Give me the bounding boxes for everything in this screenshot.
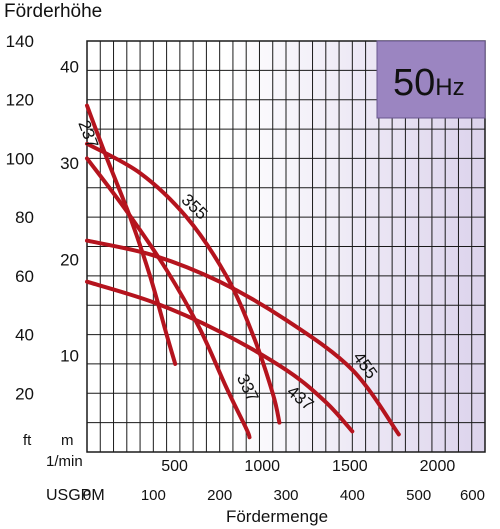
y-tick-m: 40 bbox=[60, 58, 79, 77]
x-unit-usgpm-label: USGPM bbox=[46, 487, 105, 504]
y-tick-m: 30 bbox=[60, 154, 79, 173]
x-tick-lmin: 2000 bbox=[420, 458, 456, 475]
y-tick-m: 20 bbox=[60, 250, 79, 269]
y-tick-ft: 60 bbox=[15, 267, 34, 286]
y-axis-m-ticks: 10 20 30 40 bbox=[60, 58, 79, 366]
y-unit-m-label: m bbox=[61, 432, 74, 449]
x-unit-lmin-label: 1/min bbox=[46, 453, 83, 470]
plot-frame bbox=[86, 40, 486, 453]
grid bbox=[87, 41, 485, 452]
y-unit-ft-label: ft bbox=[23, 432, 32, 449]
y-tick-ft: 100 bbox=[6, 149, 34, 168]
x-tick-usgpm: 400 bbox=[340, 487, 365, 504]
x-tick-lmin: 1000 bbox=[244, 458, 280, 475]
y-tick-m: 10 bbox=[60, 347, 79, 366]
x-tick-usgpm: 500 bbox=[406, 487, 431, 504]
x-tick-usgpm: 200 bbox=[207, 487, 232, 504]
x-tick-usgpm: 300 bbox=[273, 487, 298, 504]
y-axis-ft-ticks: 20 40 60 80 100 120 140 bbox=[6, 32, 34, 403]
x-axis-lmin-ticks: 500 1000 1500 2000 bbox=[161, 458, 455, 475]
curve-355 bbox=[85, 141, 282, 425]
y-tick-ft: 20 bbox=[15, 384, 34, 403]
x-axis-usgpm-ticks: 0 100 200 300 400 500 600 bbox=[83, 487, 485, 504]
x-tick-usgpm: 600 bbox=[460, 487, 485, 504]
frequency-badge-text: 50Hz bbox=[393, 62, 465, 104]
frequency-value: 50 bbox=[393, 62, 435, 104]
curve-437 bbox=[85, 279, 355, 434]
curve-337 bbox=[85, 156, 252, 440]
frequency-unit: Hz bbox=[435, 74, 464, 101]
curves-layer bbox=[85, 103, 401, 440]
chart-title: Förderhöhe bbox=[4, 1, 102, 22]
y-tick-ft: 120 bbox=[6, 91, 34, 110]
y-tick-ft: 140 bbox=[6, 32, 34, 51]
curve-455 bbox=[85, 238, 401, 437]
x-tick-usgpm: 100 bbox=[141, 487, 166, 504]
y-tick-ft: 80 bbox=[15, 208, 34, 227]
x-tick-lmin: 500 bbox=[161, 458, 188, 475]
x-tick-lmin: 1500 bbox=[332, 458, 368, 475]
y-tick-ft: 40 bbox=[15, 326, 34, 345]
x-tick-usgpm: 0 bbox=[83, 487, 91, 504]
x-axis-title: Fördermenge bbox=[226, 507, 328, 526]
frequency-badge bbox=[376, 40, 486, 119]
